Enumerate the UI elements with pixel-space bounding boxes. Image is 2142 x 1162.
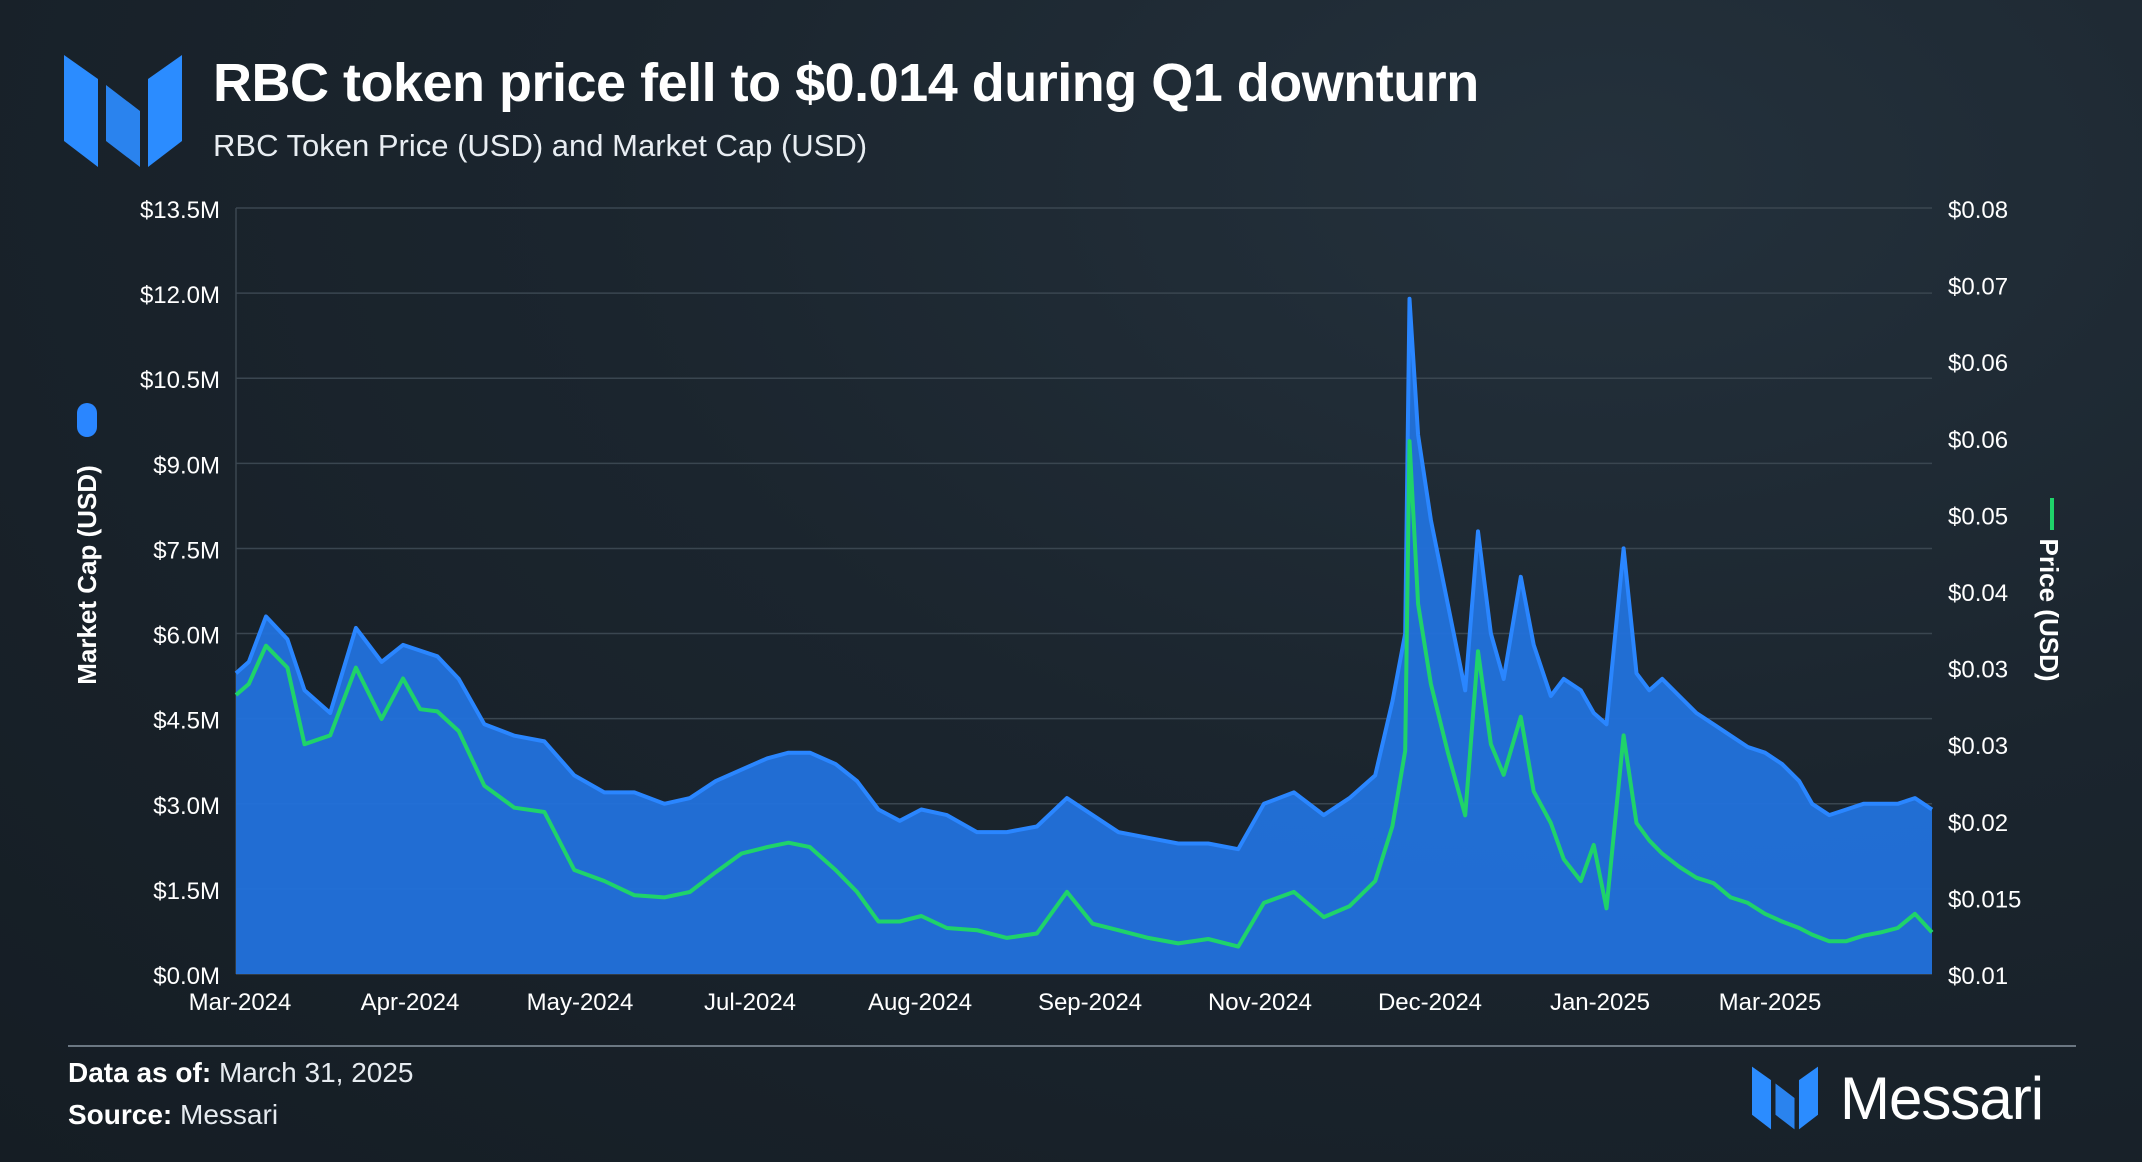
source-label: Source:	[68, 1099, 173, 1130]
right-tick-label: $0.03	[1948, 657, 2008, 684]
messari-brand-icon	[1752, 1066, 1818, 1130]
left-tick-label: $4.5M	[153, 708, 220, 735]
source-value: Messari	[180, 1099, 279, 1130]
left-tick-label: $1.5M	[153, 878, 220, 905]
right-tick-label: $0.06	[1948, 427, 2008, 454]
price-line	[234, 439, 1934, 949]
left-tick-label: $13.5M	[140, 197, 220, 224]
x-tick-label: May-2024	[527, 989, 634, 1016]
market-cap-legend-marker	[77, 403, 97, 437]
x-tick-label: Jul-2024	[704, 989, 796, 1016]
chart-subtitle: RBC Token Price (USD) and Market Cap (US…	[213, 128, 868, 163]
data-as-of-value: March 31, 2025	[218, 1057, 414, 1088]
data-as-of-label: Data as of:	[68, 1057, 212, 1088]
data-as-of: Data as of: March 31, 2025	[68, 1057, 414, 1089]
right-axis-title-group: Price (USD)	[2034, 498, 2064, 682]
left-axis-title: Market Cap (USD)	[72, 465, 102, 685]
left-axis-title-group: Market Cap (USD)	[72, 403, 102, 685]
left-tick-label: $3.0M	[153, 793, 220, 820]
right-axis-title: Price (USD)	[2034, 538, 2064, 681]
right-tick-label: $0.01	[1948, 963, 2008, 990]
brand-name: Messari	[1840, 1064, 2044, 1132]
left-tick-label: $10.5M	[140, 367, 220, 394]
market-cap-area-layer	[234, 296, 1934, 974]
right-tick-label: $0.05	[1948, 503, 2008, 530]
left-tick-label: $12.0M	[140, 282, 220, 309]
right-tick-label: $0.08	[1948, 197, 2008, 224]
x-tick-label: Dec-2024	[1378, 989, 1482, 1016]
messari-logo-icon	[64, 55, 182, 167]
source-line: Source: Messari	[68, 1099, 278, 1131]
price-legend-marker	[2050, 498, 2054, 530]
footer-divider	[68, 1045, 2076, 1047]
left-tick-label: $9.0M	[153, 452, 220, 479]
right-tick-label: $0.015	[1948, 886, 2021, 913]
left-tick-label: $7.5M	[153, 537, 220, 564]
x-tick-label: Mar-2024	[189, 989, 292, 1016]
x-tick-label: Sep-2024	[1038, 989, 1142, 1016]
x-tick-label: Apr-2024	[361, 989, 460, 1016]
price-line-layer	[234, 439, 1934, 949]
market-cap-line	[234, 296, 1934, 852]
right-tick-label: $0.04	[1948, 580, 2008, 607]
axis-layer: $0.0M $1.5M $3.0M $4.5M $6.0M $7.5M $9.0M $10.5…	[72, 197, 2064, 1016]
x-tick-label: Nov-2024	[1208, 989, 1312, 1016]
chart-title: RBC token price fell to $0.014 during Q1…	[213, 53, 1479, 113]
x-tick-label: Mar-2025	[1719, 989, 1822, 1016]
market-cap-area	[236, 298, 1932, 974]
right-tick-label: $0.07	[1948, 274, 2008, 301]
right-tick-label: $0.03	[1948, 733, 2008, 760]
x-tick-label: Jan-2025	[1550, 989, 1650, 1016]
x-tick-label: Aug-2024	[868, 989, 972, 1016]
left-tick-label: $6.0M	[153, 623, 220, 650]
left-tick-label: $0.0M	[153, 963, 220, 990]
brand-lockup: Messari	[1752, 1064, 2044, 1132]
right-tick-label: $0.06	[1948, 350, 2008, 377]
right-tick-label: $0.02	[1948, 810, 2008, 837]
